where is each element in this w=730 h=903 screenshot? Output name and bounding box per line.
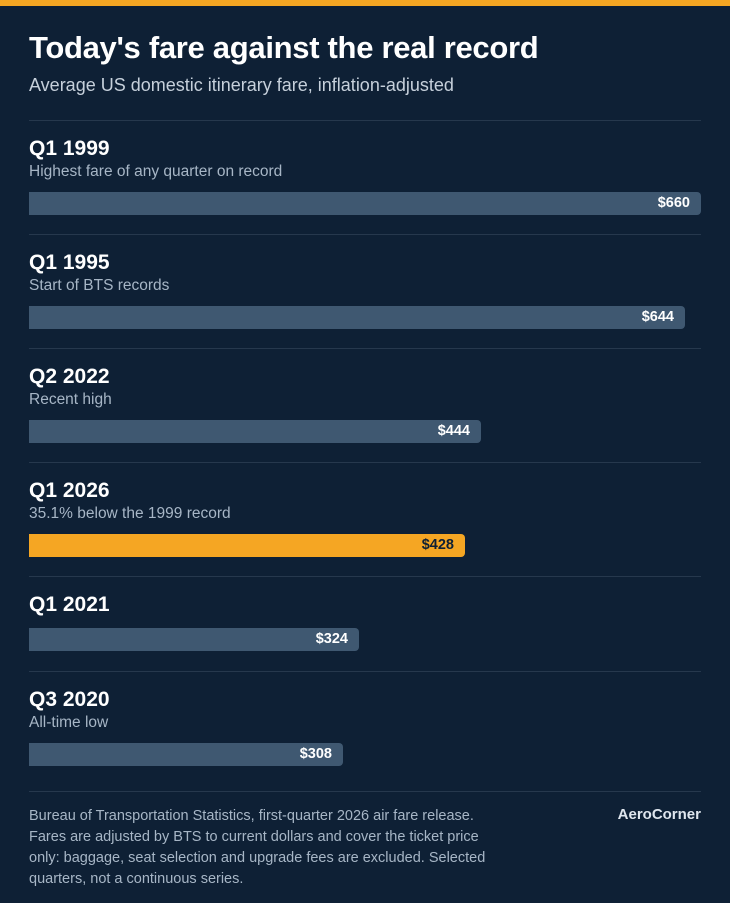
top-accent-stripe [0,0,730,6]
category-label: Q1 2021 [29,593,110,616]
chart-subtitle: Average US domestic itinerary fare, infl… [29,75,454,95]
bar: $644 [29,306,685,329]
category-label: Q3 2020 [29,688,110,711]
bar-value-label: $644 [641,309,674,325]
bar: $444 [29,420,481,443]
row-divider [29,576,701,577]
bar-row: Q1 2026 35.1% below the 1999 record $428 [29,479,701,576]
bar: $660 [29,192,701,215]
category-note: Highest fare of any quarter on record [29,163,283,180]
bar-row: Q1 1995 Start of BTS records $644 [29,251,701,348]
source-note: Bureau of Transportation Statistics, fir… [29,808,486,887]
bar-row: Q1 2021 $324 [29,593,701,671]
bar: $324 [29,628,359,651]
chart-title: Today's fare against the real record [29,30,539,65]
bar-value-label: $660 [657,195,690,211]
bar-highlighted: $428 [29,534,465,557]
category-note: All-time low [29,714,109,731]
row-divider [29,120,701,121]
row-divider [29,348,701,349]
category-label: Q2 2022 [29,365,110,388]
bar-value-label: $444 [437,423,470,439]
bar-row: Q1 1999 Highest fare of any quarter on re… [29,137,701,234]
category-label: Q1 2026 [29,479,110,502]
row-divider [29,462,701,463]
brand-logo: AeroCorner [617,806,701,823]
category-note: Recent high [29,391,112,408]
bar: $308 [29,743,343,766]
category-label: Q1 1999 [29,137,110,160]
row-divider [29,671,701,672]
bar-value-label: $428 [421,537,454,553]
row-divider [29,234,701,235]
category-label: Q1 1995 [29,251,110,274]
bar-value-label: $324 [315,631,348,647]
bar-row: Q3 2020 All-time low $308 [29,688,701,791]
footer-divider [29,791,701,792]
category-note: 35.1% below the 1999 record [29,505,231,522]
bar-row: Q2 2022 Recent high $444 [29,365,701,462]
bar-value-label: $308 [299,746,332,762]
category-note: Start of BTS records [29,277,170,294]
